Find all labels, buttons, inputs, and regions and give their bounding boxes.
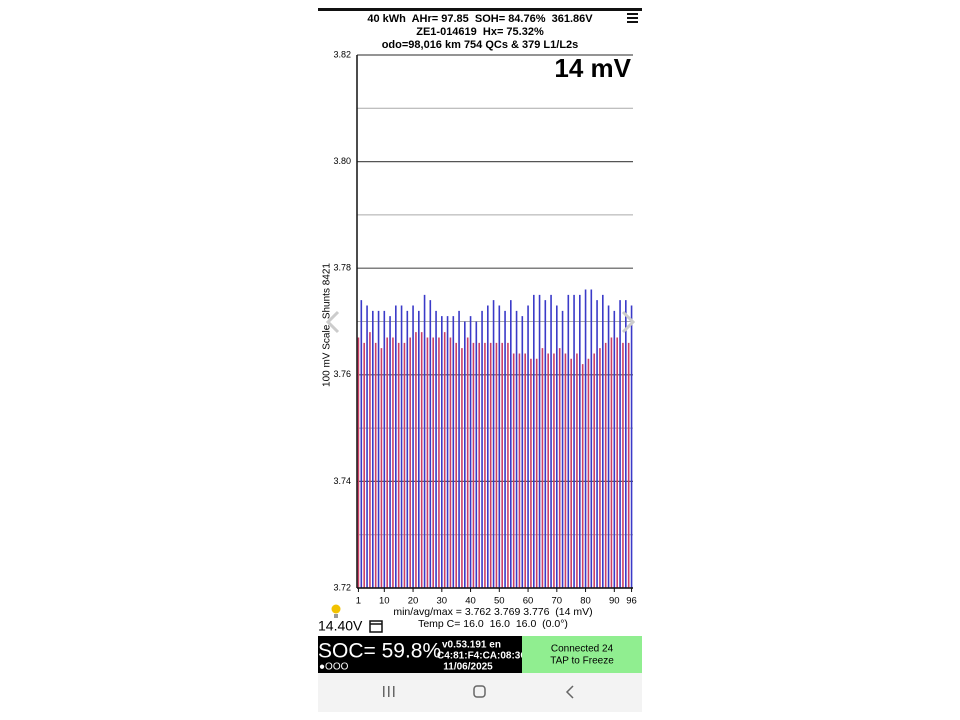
soc: SOC= 59.8% [318,640,441,663]
y-tick-label: 3.72 [333,582,351,592]
status-bar [318,8,642,11]
header-line: odo=98,016 km 754 QCs & 379 L1/L2s [382,39,579,51]
tap-to-freeze: TAP to Freeze [550,656,614,667]
spread-annotation: 14 mV [554,53,631,83]
connection-button[interactable] [522,636,642,673]
x-tick-label: 50 [494,596,505,607]
stats-minavgmax: min/avg/max = 3.762 3.769 3.776 (14 mV) [393,606,592,618]
y-tick-label: 3.82 [333,49,351,59]
x-tick-label: 80 [580,596,591,607]
prev-arrow[interactable] [325,310,340,334]
y-tick-label: 3.76 [333,369,351,379]
next-arrow[interactable] [621,310,636,334]
y-tick-label: 3.74 [333,476,351,486]
x-tick-label: 96 [626,596,637,607]
home-button[interactable] [473,685,486,698]
nav-bar [318,673,642,712]
y-axis-label: 100 mV Scale, Shunts 8421 [322,263,333,387]
y-tick-label: 3.80 [333,156,351,166]
x-tick-label: 60 [523,596,534,607]
x-tick-label: 20 [408,596,419,607]
x-tick-label: 1 [356,596,361,607]
aux-voltage: 14.40V [318,618,363,634]
date: 11/06/2025 [443,662,493,673]
version: v0.53.191 en [442,640,501,651]
x-tick-label: 90 [609,596,620,607]
x-tick-label: 40 [465,596,476,607]
soc-panel [318,636,522,673]
x-tick-label: 30 [437,596,448,607]
mac-address: C4:81:F4:CA:08:3C [437,651,528,662]
y-tick-label: 3.78 [333,263,351,273]
x-tick-label: 70 [552,596,563,607]
x-tick-label: 10 [379,596,390,607]
signal-dots: ●OOO [319,662,349,673]
stats-temp: Temp C= 16.0 16.0 16.0 (0.0°) [418,618,568,630]
bulb-icon [331,604,341,618]
recent-apps-button[interactable] [383,686,395,697]
plot: 3.72 3.74 3.76 3.78 3.80 3.82 1 10 20 30 40 50 60 70 8… [333,49,636,606]
menu-icon[interactable] [627,13,638,23]
header-line: ZE1-014619 Hx= 75.32% [416,26,544,38]
back-button[interactable] [565,685,574,699]
connected: Connected 24 [551,644,614,655]
header-line: 40 kWh AHr= 97.85 SOH= 84.76% 361.86V [367,13,593,25]
calendar-icon[interactable] [369,620,383,633]
